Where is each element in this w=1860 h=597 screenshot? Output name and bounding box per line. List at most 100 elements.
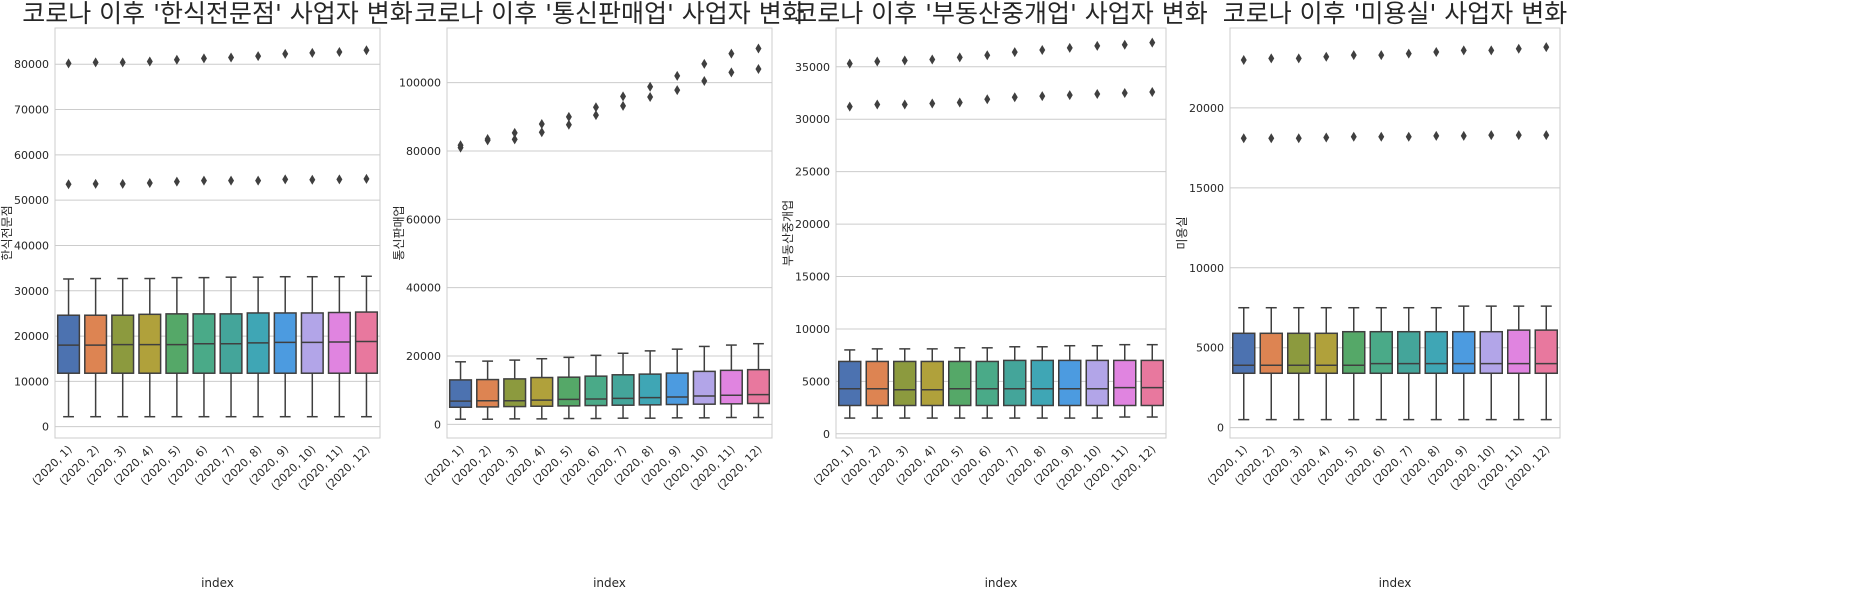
outlier-point (1405, 48, 1412, 59)
box-iqr (865, 360, 889, 407)
y-tick-label: 10000 (1189, 262, 1224, 275)
outlier-point (309, 47, 316, 58)
x-axis-label: index (593, 576, 626, 590)
outlier-point (1121, 39, 1128, 50)
y-tick-label: 20000 (14, 330, 49, 343)
outlier-point (119, 57, 126, 68)
box-iqr (530, 376, 554, 407)
box-(2020, 6) (1369, 50, 1393, 421)
outlier-point (1460, 45, 1467, 56)
box-iqr (1369, 330, 1393, 375)
x-axis-label: index (201, 576, 234, 590)
outlier-point (1350, 50, 1357, 61)
outlier-point (1121, 88, 1128, 99)
box-(2020, 11) (1113, 39, 1137, 418)
box-iqr (165, 313, 189, 374)
outlier-point (929, 54, 936, 65)
y-tick-label: 35000 (795, 61, 830, 74)
outlier-point (1066, 90, 1073, 101)
box-(2020, 2) (84, 57, 108, 418)
box-iqr (1287, 332, 1311, 375)
box-iqr (1259, 332, 1283, 375)
box-iqr (692, 370, 716, 405)
outlier-point (1433, 130, 1440, 141)
box-iqr (1507, 329, 1531, 375)
outlier-point (592, 110, 599, 121)
box-iqr (138, 313, 162, 374)
box-(2020, 9) (1452, 45, 1476, 421)
outlier-point (1488, 45, 1495, 56)
box-(2020, 9) (1058, 42, 1082, 419)
outlier-point (200, 175, 207, 186)
y-tick-label: 80000 (406, 145, 441, 158)
box-(2020, 9) (273, 48, 297, 418)
outlier-point (1011, 47, 1018, 58)
outlier-point (1295, 133, 1302, 144)
outlier-point (1149, 86, 1156, 97)
outlier-point (565, 111, 572, 122)
outlier-point (1240, 133, 1247, 144)
y-tick-label: 30000 (14, 285, 49, 298)
outlier-point (728, 48, 735, 59)
y-tick-label: 0 (42, 421, 49, 434)
outlier-point (1240, 54, 1247, 65)
outlier-point (309, 174, 316, 185)
box-(2020, 3) (893, 55, 917, 419)
outlier-point (1094, 89, 1101, 100)
chart-title: 코로나 이후 '한식전문점' 사업자 변화 (22, 0, 413, 28)
box-iqr (1140, 359, 1164, 407)
outlier-point (846, 101, 853, 112)
y-tick-label: 20000 (406, 350, 441, 363)
box-(2020, 10) (300, 47, 324, 418)
box-iqr (503, 378, 527, 408)
y-tick-label: 20000 (795, 218, 830, 231)
outlier-point (1515, 130, 1522, 141)
outlier-point (1268, 53, 1275, 64)
box-(2020, 8) (1030, 45, 1054, 419)
outlier-point (647, 81, 654, 92)
outlier-point (511, 127, 518, 138)
y-tick-label: 10000 (14, 375, 49, 388)
outlier-point (65, 179, 72, 190)
box-iqr (476, 378, 500, 408)
box-(2020, 12) (1140, 37, 1164, 418)
y-tick-label: 60000 (406, 213, 441, 226)
y-axis-label: 한식전문점 (0, 205, 14, 260)
box-iqr (1342, 330, 1366, 375)
y-tick-label: 50000 (14, 194, 49, 207)
box-iqr (557, 376, 581, 407)
outlier-point (200, 53, 207, 64)
outlier-point (484, 134, 491, 145)
plot-area (835, 27, 1167, 439)
y-tick-label: 20000 (1189, 102, 1224, 115)
box-iqr (354, 311, 379, 374)
box-(2020, 1) (838, 58, 862, 419)
box-iqr (719, 369, 743, 405)
box-(2020, 4) (138, 56, 162, 418)
plot-area (1229, 27, 1561, 439)
y-tick-label: 40000 (14, 239, 49, 252)
outlier-point (1488, 130, 1495, 141)
outlier-point (565, 119, 572, 130)
outlier-point (146, 56, 153, 67)
outlier-point (173, 176, 180, 187)
outlier-point (363, 173, 370, 184)
box-(2020, 11) (719, 48, 743, 419)
box-(2020, 2) (1259, 53, 1283, 421)
box-iqr (448, 379, 473, 408)
outlier-point (511, 134, 518, 145)
outlier-point (336, 174, 343, 185)
box-iqr (920, 360, 944, 407)
outlier-point (457, 140, 464, 151)
outlier-point (1268, 133, 1275, 144)
y-tick-label: 70000 (14, 104, 49, 117)
box-(2020, 6) (192, 53, 216, 418)
chart-panel-1: 0 10000 20000 30000 40000 50000 60000 70000 8000… (0, 0, 413, 590)
outlier-point (1149, 37, 1156, 48)
outlier-point (336, 47, 343, 58)
outlier-point (592, 102, 599, 113)
outlier-point (755, 43, 762, 54)
outlier-point (674, 85, 681, 96)
outlier-point (984, 94, 991, 105)
outlier-point (701, 58, 708, 69)
